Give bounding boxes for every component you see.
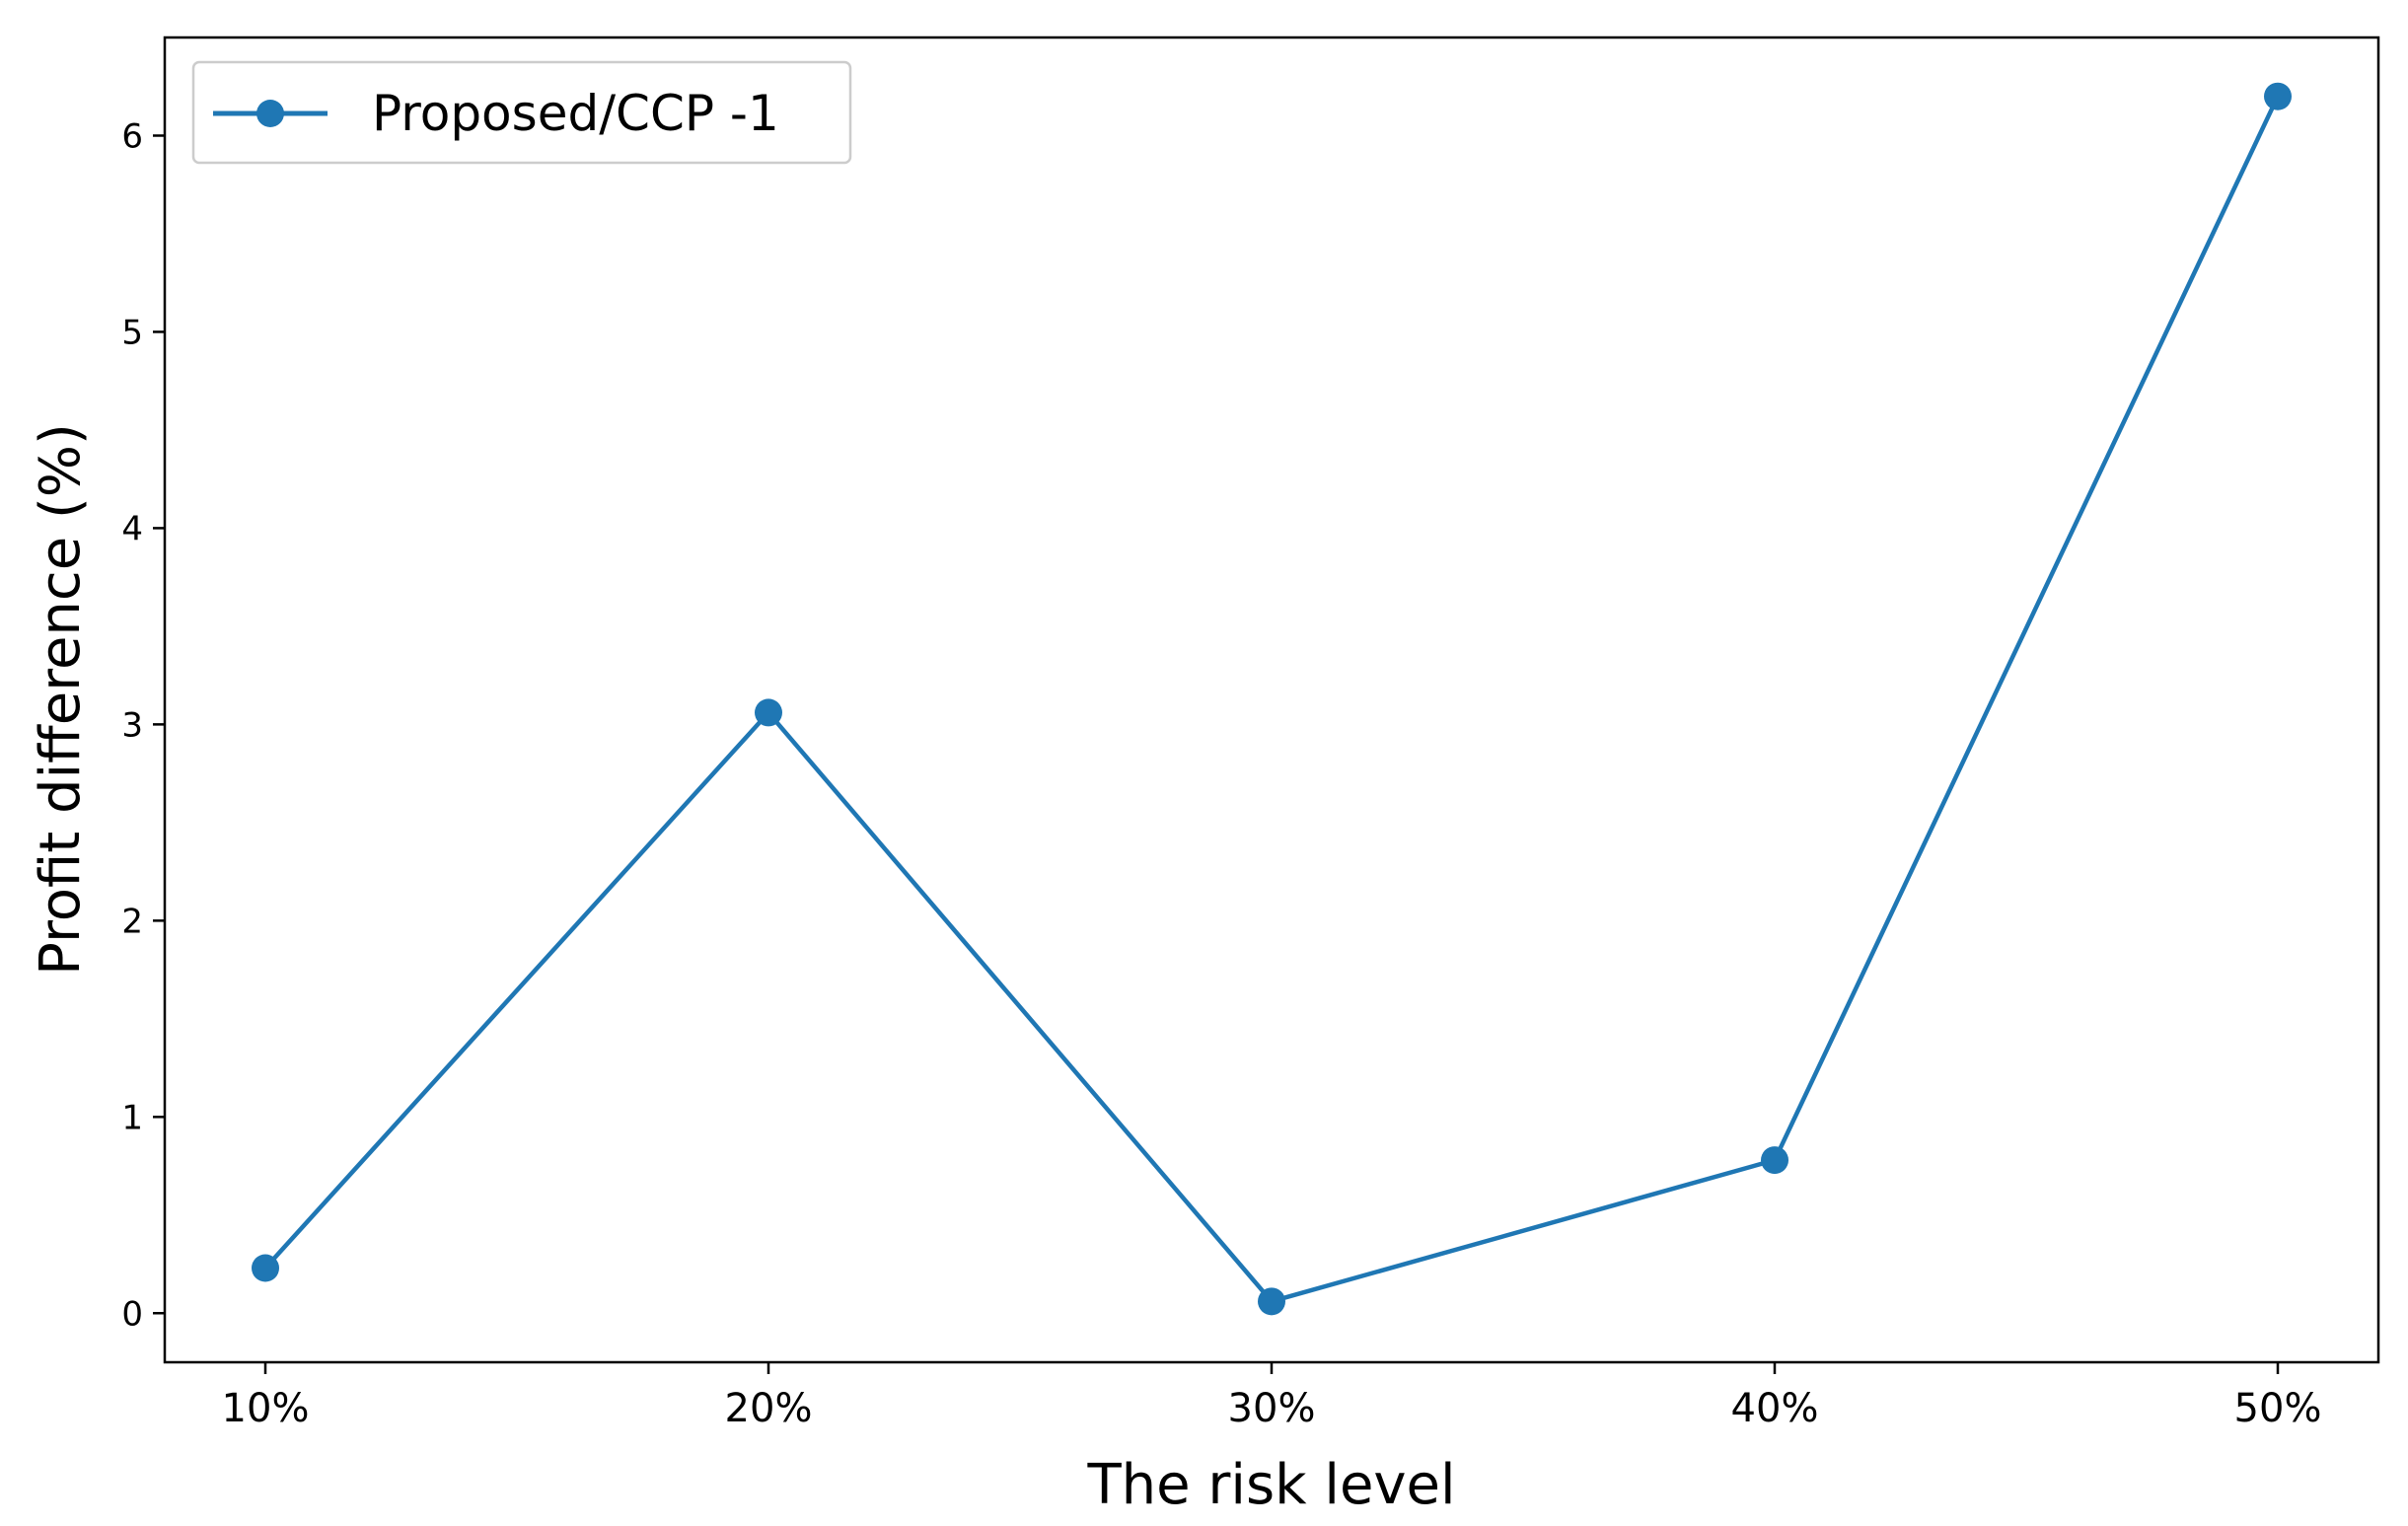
series-layer <box>252 82 2292 1316</box>
data-point <box>755 698 782 727</box>
y-tick-label: 2 <box>121 902 143 941</box>
x-tick-label: 10% <box>222 1386 310 1431</box>
legend-label: Proposed/CCP -1 <box>372 85 779 142</box>
y-tick-label: 3 <box>121 705 143 745</box>
y-axis-title: Profit difference (%) <box>29 423 93 976</box>
x-axis-title: The risk level <box>1086 1453 1455 1517</box>
legend-box <box>191 60 852 165</box>
x-tick-label: 40% <box>1731 1386 1819 1431</box>
y-axis: 0 1 2 3 4 5 6 <box>121 116 165 1334</box>
y-tick-label: 5 <box>121 313 143 352</box>
legend-marker-swatch <box>256 100 284 127</box>
data-point <box>252 1254 279 1282</box>
x-axis: 10% 20% 30% 40% 50% <box>222 1362 2322 1431</box>
x-tick-label: 30% <box>1228 1386 1316 1431</box>
y-tick-label: 0 <box>121 1294 143 1334</box>
legend: Proposed/CCP -1 <box>191 60 852 165</box>
plot-area <box>163 36 2380 1364</box>
y-tick-label: 1 <box>121 1098 143 1137</box>
data-point <box>1761 1146 1788 1175</box>
y-tick-label: 6 <box>121 116 143 156</box>
x-tick-label: 50% <box>2234 1386 2322 1431</box>
y-tick-label: 4 <box>121 509 143 548</box>
data-point <box>2264 82 2292 110</box>
x-tick-label: 20% <box>725 1386 813 1431</box>
data-point <box>1258 1287 1285 1316</box>
